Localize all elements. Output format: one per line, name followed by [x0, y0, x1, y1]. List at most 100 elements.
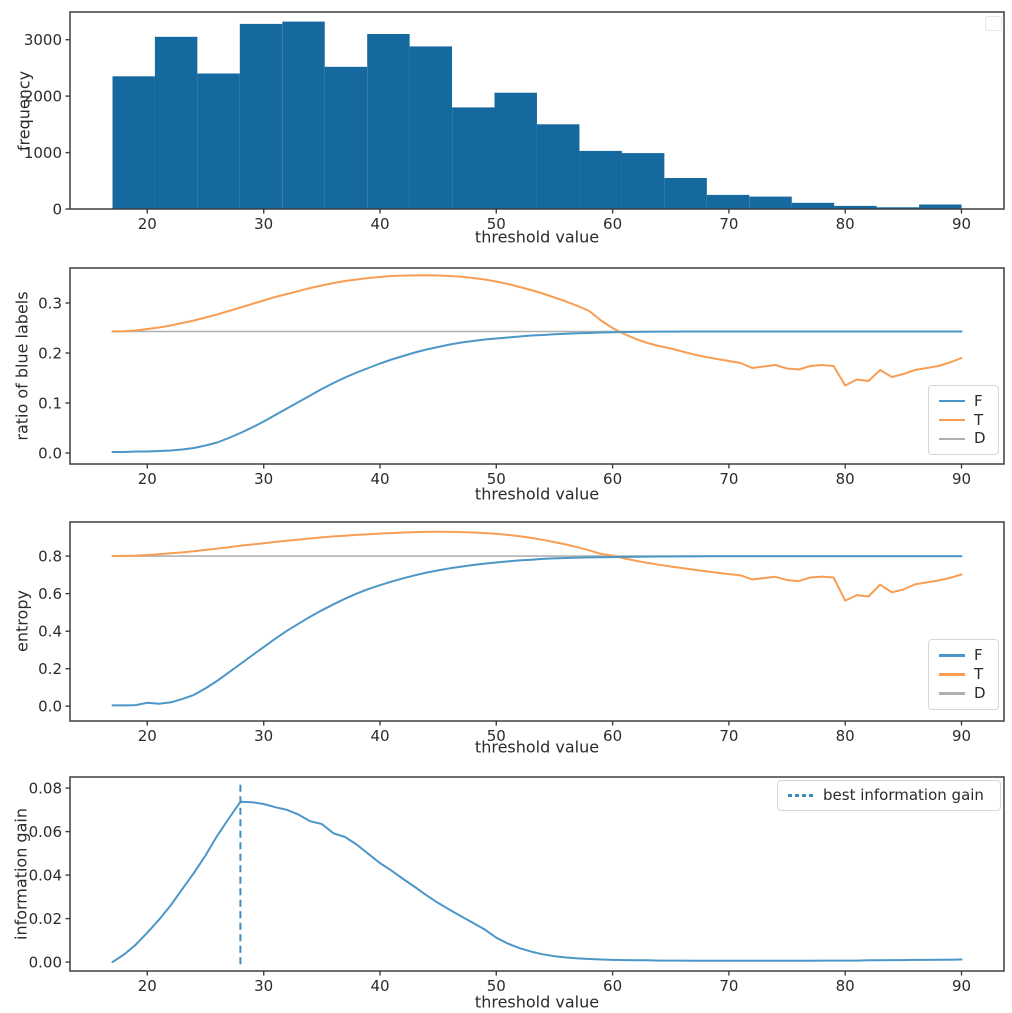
y-tick-label: 0.3 [38, 295, 62, 313]
xlabel-threshold-value-2: threshold value [474, 484, 600, 504]
legend-best-information-gain: best information gain [777, 780, 1001, 811]
axes-frame [69, 11, 1005, 210]
y-tick-label: 0.06 [29, 823, 62, 841]
legend-label: T [974, 410, 984, 429]
x-tick-label: 80 [836, 215, 855, 233]
legend-label: D [974, 684, 986, 702]
series-F [111, 555, 963, 707]
histogram-bar [621, 153, 665, 209]
y-tick-label: 0.2 [38, 345, 62, 363]
series-T [111, 274, 963, 387]
legend-label: best information gain [823, 786, 984, 804]
x-tick-label: 40 [370, 215, 389, 233]
y-tick-label: 0 [52, 201, 62, 219]
x-tick-label: 90 [952, 215, 971, 233]
axes-frame [69, 776, 1005, 972]
x-tick-label: 70 [719, 727, 738, 745]
y-tick-label: 0.6 [38, 585, 62, 603]
histogram-bar [154, 36, 198, 209]
histogram-bar [282, 21, 325, 209]
x-tick-label: 30 [254, 727, 273, 745]
histogram-bar [409, 46, 453, 210]
x-tick-label: 60 [603, 977, 622, 995]
histogram-bar [494, 92, 537, 209]
line-sample-icon [939, 400, 965, 403]
legend-entry: F [939, 648, 988, 663]
ylabel-frequency: frequency [14, 70, 34, 152]
x-tick-label: 40 [370, 727, 389, 745]
histogram-bar [919, 204, 962, 209]
y-tick-label: 1000 [24, 144, 62, 162]
y-tick-label: 2000 [24, 88, 62, 106]
histogram-bar [834, 205, 877, 209]
ylabel-entropy: entropy [12, 590, 32, 652]
histogram-bar [579, 150, 622, 209]
x-tick-label: 50 [487, 727, 506, 745]
series-F [111, 330, 963, 453]
histogram-bar [749, 196, 792, 209]
x-tick-label: 30 [254, 977, 273, 995]
ylabel-information-gain: information gain [11, 808, 31, 940]
histogram-bar [324, 66, 368, 209]
line-sample-icon [939, 692, 965, 695]
series-T [111, 530, 963, 602]
legend-entry: D [939, 686, 988, 701]
y-tick-label: 0.00 [29, 954, 62, 972]
histogram-bar [452, 107, 495, 209]
x-tick-label: 20 [138, 470, 157, 488]
y-tick-label: 0.4 [38, 623, 62, 641]
line-sample-icon [939, 654, 965, 657]
line-sample-icon [939, 418, 965, 422]
legend-entry: T [939, 667, 988, 682]
x-tick-label: 50 [487, 470, 506, 488]
x-tick-label: 90 [952, 470, 971, 488]
x-tick-label: 20 [138, 727, 157, 745]
x-tick-label: 60 [603, 727, 622, 745]
y-tick-label: 0.04 [29, 867, 62, 885]
histogram-bar [706, 194, 750, 209]
x-tick-label: 30 [254, 215, 273, 233]
legend-entry: best information gain [788, 788, 984, 803]
legend-label: T [974, 665, 984, 683]
x-tick-label: 60 [603, 470, 622, 488]
x-tick-label: 40 [370, 977, 389, 995]
legend-label: D [974, 429, 986, 448]
y-tick-label: 0.2 [38, 660, 62, 678]
histogram-bar [537, 124, 580, 209]
y-tick-label: 0.0 [38, 445, 62, 463]
x-tick-label: 30 [254, 470, 273, 488]
legend-label: F [974, 391, 983, 410]
dashed-line-sample-icon [788, 794, 814, 797]
x-tick-label: 50 [487, 977, 506, 995]
x-tick-label: 20 [138, 215, 157, 233]
x-tick-label: 80 [836, 470, 855, 488]
xlabel-threshold-value-3: threshold value [474, 737, 600, 757]
legend-entry: D [939, 431, 988, 446]
histogram-bar [791, 202, 835, 209]
x-tick-label: 70 [719, 215, 738, 233]
x-tick-label: 80 [836, 727, 855, 745]
legend-entry: T [939, 410, 988, 429]
x-tick-label: 60 [603, 215, 622, 233]
x-tick-label: 90 [952, 727, 971, 745]
histogram-bar [197, 73, 240, 209]
y-tick-label: 0.0 [38, 698, 62, 716]
histogram-bar [876, 207, 920, 209]
x-tick-label: 50 [487, 215, 506, 233]
histogram-bar [664, 178, 707, 209]
legend-label: F [974, 646, 983, 664]
x-tick-label: 40 [370, 470, 389, 488]
axes-frame [69, 521, 1005, 722]
xlabel-threshold-value-1: threshold value [474, 227, 600, 247]
x-tick-label: 70 [719, 470, 738, 488]
y-tick-label: 0.08 [29, 780, 62, 798]
line-sample-icon [939, 437, 965, 440]
histogram-bar [239, 23, 283, 210]
ylabel-ratio-of-blue-labels: ratio of blue labels [12, 291, 32, 441]
histogram-bar [112, 76, 155, 209]
y-tick-label: 0.8 [38, 548, 62, 566]
x-tick-label: 80 [836, 977, 855, 995]
axes-frame [69, 267, 1005, 465]
